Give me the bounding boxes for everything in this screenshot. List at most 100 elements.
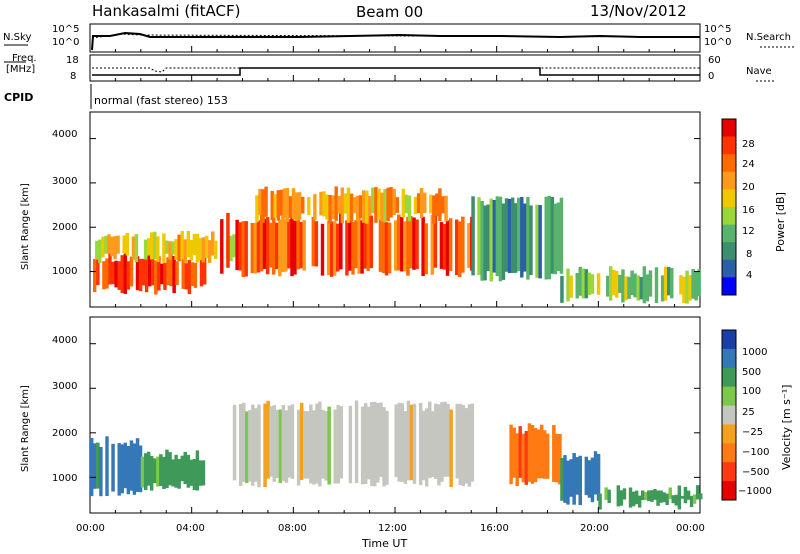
- heatmap-cell: [248, 410, 252, 482]
- heatmap-cell: [320, 223, 325, 276]
- heatmap-cell: [376, 403, 380, 483]
- heatmap-cell: [242, 402, 246, 482]
- heatmap-cell: [281, 405, 285, 481]
- heatmap-cell: [226, 212, 230, 268]
- heatmap-cell: [282, 188, 287, 219]
- heatmap-cell: [550, 197, 555, 274]
- velocity-heatmap: [90, 400, 703, 510]
- power-colorbar: [721, 118, 737, 296]
- freq-line: [92, 67, 700, 76]
- heatmap-cell: [379, 402, 383, 477]
- heatmap-cell: [424, 223, 428, 275]
- heatmap-cell: [144, 255, 149, 293]
- heatmap-cell: [674, 494, 679, 506]
- heatmap-cell: [630, 270, 634, 296]
- heatmap-cell: [558, 433, 562, 485]
- heatmap-cell: [117, 443, 121, 496]
- heatmap-cell: [146, 238, 151, 256]
- velocity-cbar-tick: −100: [742, 447, 770, 458]
- heatmap-cell: [653, 489, 657, 500]
- heatmap-cell: [521, 433, 526, 483]
- heatmap-cell: [449, 409, 453, 487]
- nave-tick-top: 60: [708, 55, 721, 66]
- heatmap-cell: [367, 406, 371, 480]
- heatmap-cell: [438, 188, 442, 221]
- heatmap-cell: [618, 275, 622, 293]
- noise-right-tick-bottom: 10^0: [704, 37, 732, 48]
- colorbar-swatch: [722, 348, 736, 369]
- heatmap-cell: [471, 196, 475, 276]
- heatmap-cell: [412, 217, 416, 270]
- heatmap-cell: [366, 214, 370, 271]
- heatmap-cell: [378, 219, 383, 272]
- heatmap-cell: [327, 406, 331, 485]
- heatmap-cell: [220, 219, 224, 274]
- heatmap-cell: [407, 195, 412, 222]
- heatmap-cell: [346, 187, 351, 223]
- noise-left-tick-bottom: 10^0: [52, 37, 80, 48]
- heatmap-cell: [575, 273, 579, 299]
- heatmap-cell: [307, 197, 311, 216]
- heatmap-cell: [337, 196, 342, 214]
- heatmap-cell: [641, 490, 645, 500]
- heatmap-cell: [421, 216, 425, 276]
- velocity-ytick-2000: 2000: [52, 428, 78, 439]
- heatmap-cell: [578, 455, 582, 506]
- heatmap-cell: [172, 256, 176, 294]
- heatmap-cell: [269, 406, 273, 477]
- heatmap-cell: [604, 487, 608, 500]
- heatmap-cell: [291, 188, 296, 220]
- heatmap-cell: [685, 270, 689, 304]
- heatmap-cell: [429, 194, 433, 214]
- heatmap-cell: [329, 221, 334, 277]
- velocity-cbar-tick: 100: [742, 386, 762, 397]
- heatmap-cell: [464, 408, 469, 484]
- heatmap-cell: [175, 261, 179, 286]
- heatmap-cell: [569, 275, 573, 298]
- heatmap-cell: [270, 190, 274, 221]
- heatmap-cell: [636, 275, 640, 301]
- heatmap-cell: [435, 193, 439, 217]
- heatmap-cell: [373, 401, 377, 487]
- heatmap-cell: [349, 193, 354, 222]
- nave-line: [92, 67, 700, 73]
- time-tick: 08:00: [278, 523, 307, 534]
- heatmap-cell: [279, 189, 284, 216]
- power-cbar-tick: 4: [746, 270, 753, 281]
- heatmap-cell: [394, 220, 398, 271]
- colorbar-swatch: [722, 189, 736, 208]
- heatmap-cell: [590, 274, 595, 294]
- heatmap-cell: [319, 191, 323, 216]
- colorbar-swatch: [722, 242, 736, 261]
- heatmap-cell: [455, 219, 459, 276]
- heatmap-cell: [301, 196, 305, 214]
- heatmap-cell: [395, 197, 399, 213]
- heatmap-cell: [150, 456, 154, 491]
- heatmap-cell: [526, 197, 530, 280]
- heatmap-cell: [255, 195, 259, 223]
- heatmap-cell: [434, 403, 438, 479]
- heatmap-cell: [699, 493, 703, 500]
- heatmap-cell: [111, 261, 115, 285]
- heatmap-cell: [293, 220, 297, 275]
- heatmap-cell: [416, 193, 421, 213]
- heatmap-cell: [647, 490, 651, 502]
- cpid-text: normal (fast stereo) 153: [94, 94, 228, 107]
- heatmap-cell: [314, 221, 319, 267]
- heatmap-cell: [425, 408, 429, 487]
- heatmap-cell: [198, 460, 203, 486]
- freq-tick-bottom: 8: [70, 71, 77, 82]
- heatmap-cell: [688, 275, 692, 301]
- heatmap-cell: [336, 405, 340, 484]
- heatmap-cell: [383, 189, 387, 223]
- colorbar-swatch: [722, 119, 736, 137]
- heatmap-cell: [159, 454, 163, 486]
- heatmap-cell: [458, 403, 462, 486]
- heatmap-cell: [428, 401, 432, 479]
- heatmap-cell: [238, 222, 242, 271]
- heatmap-cell: [180, 455, 184, 482]
- heatmap-cell: [644, 492, 648, 501]
- power-ytick-1000: 1000: [52, 266, 78, 277]
- beam-label: Beam 00: [356, 3, 424, 21]
- heatmap-cell: [538, 205, 542, 279]
